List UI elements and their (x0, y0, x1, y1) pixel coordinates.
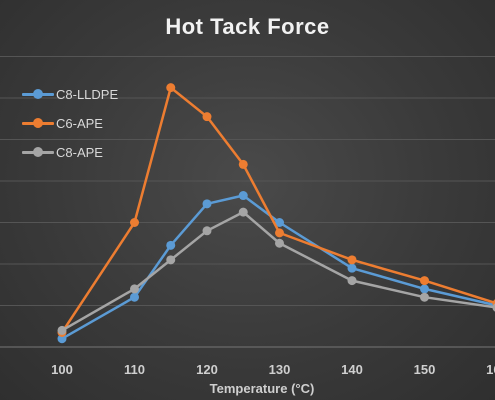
x-tick-label: 160 (486, 362, 495, 377)
x-axis-label: Temperature (°C) (210, 381, 315, 396)
data-point[interactable] (420, 276, 429, 286)
data-point[interactable] (275, 238, 284, 248)
legend-swatch (22, 114, 54, 132)
chart-title: Hot Tack Force (165, 14, 330, 39)
data-point[interactable] (202, 112, 212, 122)
data-point[interactable] (275, 228, 284, 238)
x-tick-label: 110 (124, 362, 145, 377)
legend-item-c6-ape[interactable]: C6-APE (22, 114, 103, 132)
legend-marker (33, 118, 43, 128)
data-point[interactable] (202, 199, 212, 209)
data-point[interactable] (130, 218, 139, 227)
data-point[interactable] (166, 83, 176, 93)
legend-marker (33, 89, 43, 99)
data-point[interactable] (492, 303, 495, 312)
x-tick-label: 150 (414, 362, 436, 377)
x-tick-label: 100 (51, 362, 73, 377)
x-axis-ticks: 100 110 120 130 140 150 160 (51, 362, 495, 377)
data-point[interactable] (238, 191, 248, 201)
data-point[interactable] (275, 218, 284, 227)
data-point[interactable] (130, 284, 139, 294)
series-layer (57, 83, 495, 344)
legend-item-c8-lldpe[interactable]: C8-LLDPE (22, 85, 118, 103)
data-point[interactable] (238, 159, 248, 169)
legend-swatch (22, 143, 54, 161)
data-point[interactable] (57, 334, 67, 344)
data-point[interactable] (420, 284, 429, 294)
legend-marker (33, 147, 43, 157)
data-point[interactable] (238, 207, 248, 217)
x-tick-label: 140 (341, 362, 363, 377)
data-point[interactable] (166, 255, 176, 265)
x-tick-label: 120 (196, 362, 218, 377)
series-line (61, 194, 495, 340)
series-line (60, 86, 495, 334)
series-c8-lldpe (57, 191, 495, 344)
data-point[interactable] (347, 276, 357, 286)
data-point[interactable] (347, 255, 357, 265)
data-point[interactable] (130, 292, 139, 302)
legend-label: C8-APE (56, 144, 103, 160)
gridlines (0, 56, 495, 348)
series-c8-ape (57, 207, 495, 335)
data-point[interactable] (166, 240, 176, 250)
legend-swatch (22, 85, 54, 103)
legend-label: C8-LLDPE (56, 86, 119, 102)
legend-item-c8-ape[interactable]: C8-APE (22, 143, 103, 161)
data-point[interactable] (202, 226, 212, 236)
legend-label: C6-APE (56, 115, 103, 131)
x-tick-label: 130 (269, 362, 291, 377)
data-point[interactable] (420, 292, 429, 302)
data-point[interactable] (57, 325, 67, 335)
data-point[interactable] (347, 263, 357, 273)
